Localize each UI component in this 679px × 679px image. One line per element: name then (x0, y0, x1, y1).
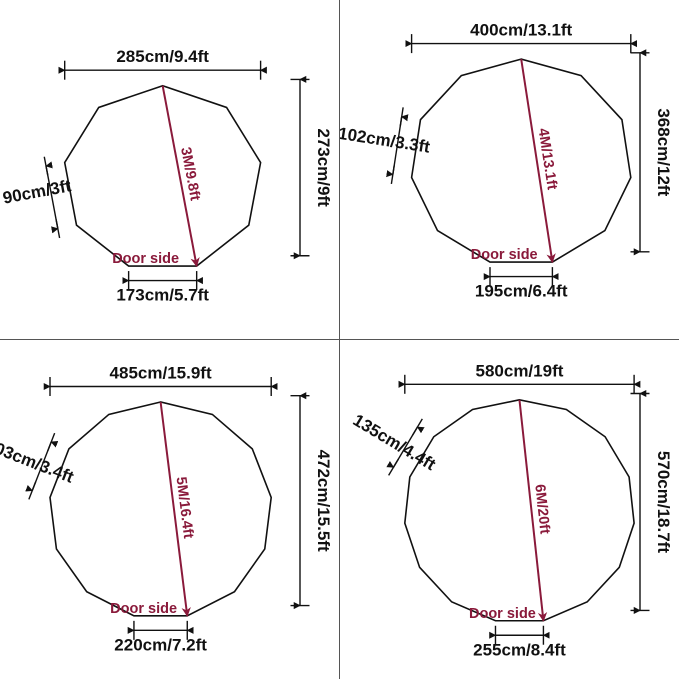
svg-text:Door side: Door side (469, 605, 536, 621)
svg-text:Door side: Door side (470, 247, 537, 263)
svg-text:3M/9.8ft: 3M/9.8ft (177, 146, 203, 202)
svg-text:4M/13.1ft: 4M/13.1ft (534, 127, 559, 191)
svg-text:580cm/19ft: 580cm/19ft (475, 361, 563, 380)
svg-text:6M/20ft: 6M/20ft (531, 483, 552, 535)
svg-text:103cm/3.4ft: 103cm/3.4ft (0, 435, 77, 486)
svg-text:570cm/18.7ft: 570cm/18.7ft (654, 450, 673, 552)
svg-text:220cm/7.2ft: 220cm/7.2ft (114, 635, 207, 654)
svg-text:472cm/15.5ft: 472cm/15.5ft (314, 449, 333, 551)
svg-text:90cm/3ft: 90cm/3ft (1, 176, 73, 208)
svg-text:173cm/5.7ft: 173cm/5.7ft (116, 286, 209, 305)
svg-text:102cm/3.3ft: 102cm/3.3ft (340, 124, 432, 157)
svg-text:485cm/15.9ft: 485cm/15.9ft (110, 363, 212, 382)
svg-text:273cm/9ft: 273cm/9ft (314, 128, 333, 207)
svg-text:368cm/12ft: 368cm/12ft (654, 108, 673, 196)
svg-text:400cm/13.1ft: 400cm/13.1ft (470, 21, 572, 40)
svg-text:195cm/6.4ft: 195cm/6.4ft (474, 282, 567, 301)
svg-text:285cm/9.4ft: 285cm/9.4ft (116, 47, 209, 66)
svg-text:255cm/8.4ft: 255cm/8.4ft (473, 640, 566, 659)
svg-text:Door side: Door side (110, 600, 177, 616)
svg-text:Door side: Door side (112, 251, 179, 267)
